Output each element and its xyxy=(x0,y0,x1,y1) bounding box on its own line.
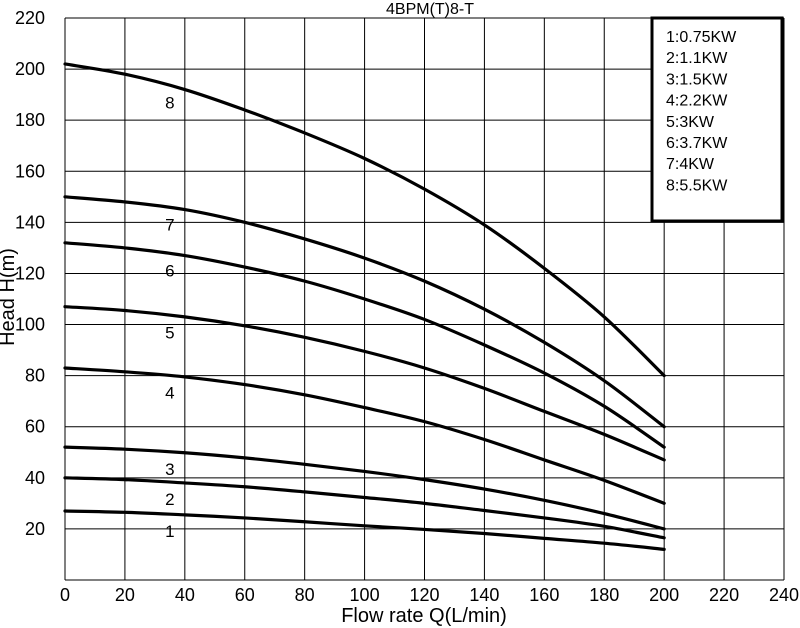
curve-label-4: 4 xyxy=(165,384,174,403)
y-tick-label: 40 xyxy=(25,468,45,488)
x-tick-label: 40 xyxy=(175,585,195,605)
curve-label-5: 5 xyxy=(165,323,174,342)
x-axis-title: Flow rate Q(L/min) xyxy=(341,605,507,627)
y-tick-label: 180 xyxy=(15,110,45,130)
y-tick-label: 160 xyxy=(15,161,45,181)
chart-title: 4BPM(T)8-T xyxy=(386,1,474,18)
series-line-7 xyxy=(63,195,666,429)
x-tick-label: 20 xyxy=(115,585,135,605)
legend-entry: 4:2.2KW xyxy=(666,93,728,110)
curve-label-8: 8 xyxy=(165,94,174,113)
y-tick-label: 100 xyxy=(15,315,45,335)
curve-labels: 1 2 3 4 5 6 7 8 xyxy=(165,94,174,542)
x-tick-label: 160 xyxy=(529,585,559,605)
x-tick-label: 100 xyxy=(350,585,380,605)
x-tick-label: 140 xyxy=(469,585,499,605)
tick-labels: 0 20 40 60 80 100 120 140 160 180 200 220 2402040608… xyxy=(15,8,799,605)
legend-items: 1:0.75KW 2:1.1KW 3:1.5KW 4:2.2KW 5:3KW 6:3.7K… xyxy=(666,29,737,194)
y-tick-label: 200 xyxy=(15,59,45,79)
x-tick-label: 200 xyxy=(649,585,679,605)
legend-entry: 2:1.1KW xyxy=(666,50,728,67)
series-line-6 xyxy=(63,241,666,449)
curve-label-2: 2 xyxy=(165,490,174,509)
y-tick-label: 60 xyxy=(25,417,45,437)
legend: 1:0.75KW 2:1.1KW 3:1.5KW 4:2.2KW 5:3KW 6:3.7K… xyxy=(650,16,784,223)
series-line-4 xyxy=(63,366,666,505)
legend-box xyxy=(650,16,784,223)
series-line-8 xyxy=(63,62,666,378)
y-tick-label: 80 xyxy=(25,366,45,386)
series-lines xyxy=(63,62,666,551)
legend-entry: 6:3.7KW xyxy=(666,135,728,152)
series-line-3 xyxy=(63,445,666,531)
series-line-1 xyxy=(63,509,666,551)
curve-label-3: 3 xyxy=(165,460,174,479)
legend-entry: 5:3KW xyxy=(666,114,715,131)
x-tick-label: 180 xyxy=(589,585,619,605)
y-tick-label: 220 xyxy=(15,8,45,28)
series-line-2 xyxy=(63,476,666,540)
legend-entry: 1:0.75KW xyxy=(666,29,737,46)
curve-label-1: 1 xyxy=(165,522,174,541)
y-tick-label: 140 xyxy=(15,212,45,232)
legend-entry: 7:4KW xyxy=(666,156,715,173)
legend-entry: 3:1.5KW xyxy=(666,71,728,88)
x-tick-label: 220 xyxy=(709,585,739,605)
y-tick-label: 120 xyxy=(15,263,45,283)
curve-label-6: 6 xyxy=(165,262,174,281)
series-line-5 xyxy=(63,305,666,462)
y-axis-title: Head H(m) xyxy=(0,248,19,346)
x-tick-label: 60 xyxy=(235,585,255,605)
x-tick-label: 80 xyxy=(295,585,315,605)
x-tick-label: 0 xyxy=(60,585,70,605)
x-tick-label: 120 xyxy=(409,585,439,605)
legend-entry: 8:5.5KW xyxy=(666,177,728,194)
y-tick-label: 20 xyxy=(25,519,45,539)
curve-label-7: 7 xyxy=(165,216,174,235)
x-tick-label: 240 xyxy=(769,585,799,605)
